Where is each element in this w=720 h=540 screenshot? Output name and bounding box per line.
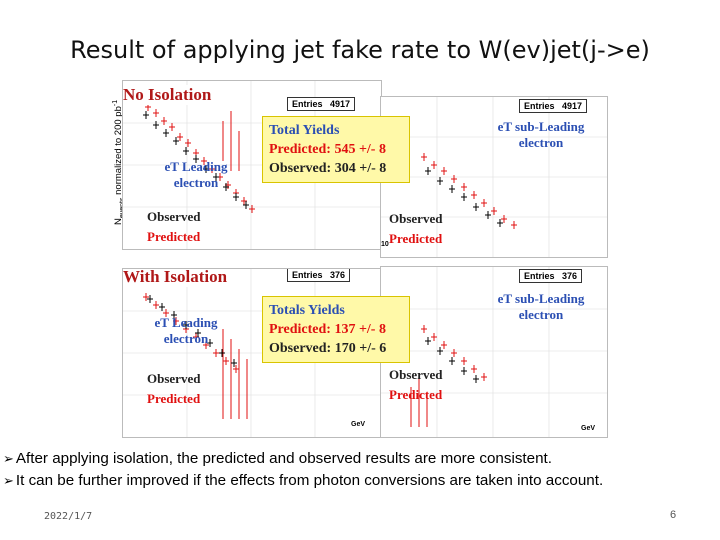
- noiso-sub-label-line2: electron: [518, 135, 564, 150]
- iso-sub-observed: Observed: [389, 367, 443, 382]
- iso-sub-entries-value: 376: [562, 271, 578, 281]
- iso-center-entries-box: Entries 376: [287, 269, 351, 282]
- iso-leading-label-line1: eT Leading: [154, 315, 218, 330]
- panel-noiso-subleading-plot: [381, 97, 607, 257]
- iso-sub-label-line1: eT sub-Leading: [497, 291, 585, 306]
- iso-sub-entries-label: Entries: [524, 271, 555, 281]
- with-isolation-heading: With Isolation: [123, 268, 228, 287]
- noiso-sub-observed: Observed: [389, 211, 443, 226]
- noiso-sub-label: eT sub-Leading electron: [481, 119, 601, 151]
- iso-center-entries-value: 376: [330, 270, 346, 280]
- noiso-yields-heading: Total Yields: [269, 123, 340, 138]
- noiso-leading-predicted: Predicted: [147, 229, 201, 244]
- noiso-leading-label: eT Leading electron: [151, 159, 241, 191]
- bullet-2-text: It can be further improved if the effect…: [15, 472, 604, 489]
- footer-date: 2022/1/7: [44, 511, 93, 522]
- noiso-sub-entries-box: Entries 4917: [519, 99, 588, 113]
- iso-leading-label-line2: electron: [163, 331, 209, 346]
- noiso-center-entries-label: Entries: [292, 99, 323, 109]
- noiso-sub-ytick-b: 10: [381, 241, 389, 248]
- iso-yields-box: Totals Yields Predicted: 137 +/- 8 Obser…: [262, 296, 410, 363]
- iso-leading-label: eT Leading electron: [141, 315, 231, 347]
- panel-iso-subleading: Entries 376 eT sub-Leading electron Obse…: [380, 266, 608, 438]
- noiso-leading-label-line1: eT Leading: [164, 159, 228, 174]
- histogram-figure: No Isolation eT Leading electron Observe…: [122, 78, 608, 438]
- panel-noiso-subleading: Entries 4917 eT sub-Leading electron Obs…: [380, 96, 608, 258]
- iso-leading-xaxis: GeV: [351, 421, 366, 428]
- iso-sub-entries-box: Entries 376: [519, 269, 583, 283]
- noiso-sub-label-line1: eT sub-Leading: [497, 119, 585, 134]
- bullet-2: ➢ It can be further improved if the effec…: [3, 472, 603, 489]
- panel-iso-leading-plot: [123, 269, 381, 437]
- arrow-bullet-icon: ➢: [3, 452, 14, 467]
- bullet-1-text: After applying isolation, the predicted …: [15, 450, 552, 467]
- noiso-sub-predicted: Predicted: [389, 231, 443, 246]
- noiso-leading-observed: Observed: [147, 209, 201, 224]
- iso-yields-observed: Observed: 170 +/- 6: [269, 341, 387, 356]
- iso-sub-label: eT sub-Leading electron: [481, 291, 601, 323]
- noiso-center-entries-box: Entries 4917: [287, 97, 356, 111]
- iso-center-entries-label: Entries: [292, 270, 323, 280]
- iso-sub-predicted: Predicted: [389, 387, 443, 402]
- no-isolation-heading: No Isolation: [123, 85, 212, 105]
- noiso-sub-entries-value: 4917: [562, 101, 583, 111]
- noiso-yields-box: Total Yields Predicted: 545 +/- 8 Observ…: [262, 116, 410, 183]
- iso-sub-xaxis: GeV: [581, 425, 596, 432]
- arrow-bullet-icon: ➢: [3, 474, 14, 489]
- page-number: 6: [670, 509, 677, 521]
- noiso-yields-predicted: Predicted: 545 +/- 8: [269, 142, 386, 157]
- iso-yields-heading: Totals Yields: [269, 303, 345, 318]
- y-axis-label-sup: -1: [112, 99, 119, 107]
- noiso-center-entries-value: 4917: [330, 99, 351, 109]
- iso-leading-predicted: Predicted: [147, 391, 201, 406]
- noiso-sub-entries-label: Entries: [524, 101, 555, 111]
- noiso-yields-observed: Observed: 304 +/- 8: [269, 161, 387, 176]
- bullet-1: ➢ After applying isolation, the predicted…: [3, 450, 552, 467]
- panel-iso-subleading-plot: [381, 267, 607, 437]
- noiso-leading-label-line2: electron: [173, 175, 219, 190]
- slide-title: Result of applying jet fake rate to W(ev…: [70, 36, 650, 64]
- iso-yields-predicted: Predicted: 137 +/- 8: [269, 322, 386, 337]
- iso-leading-observed: Observed: [147, 371, 201, 386]
- iso-sub-label-line2: electron: [518, 307, 564, 322]
